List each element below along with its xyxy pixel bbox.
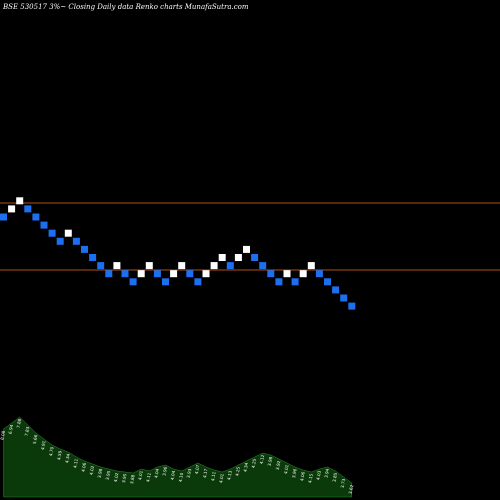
volume-label: 4.03: [315, 470, 322, 480]
renko-brick-down: [105, 270, 113, 278]
renko-brick-down: [291, 278, 299, 286]
volume-label: 4.11: [210, 471, 217, 481]
chart-header: BSE 530517 3%~ Closing Daily data Renko …: [2, 3, 249, 11]
renko-brick-up: [307, 262, 315, 270]
volume-label: 4.12: [259, 454, 266, 464]
volume-label: 3.95: [121, 473, 128, 483]
volume-label: 3.92: [275, 460, 282, 470]
volume-label: 5.66: [32, 434, 39, 444]
volume-label: 4.01: [137, 470, 144, 480]
volume-label: 8.08: [0, 430, 6, 440]
renko-brick-down: [40, 221, 48, 229]
volume-label: 3.98: [267, 456, 274, 466]
renko-brick-up: [145, 262, 153, 270]
volume-label: 4.25: [251, 458, 258, 468]
volume-label: 4.59: [56, 450, 63, 460]
renko-brick-down: [267, 270, 275, 278]
renko-brick-down: [48, 229, 56, 237]
volume-label: 4.01: [218, 473, 225, 483]
volume-label: 3.95: [105, 470, 112, 480]
renko-brick-down: [259, 262, 267, 270]
renko-brick-down: [275, 278, 283, 286]
volume-label: 3.85: [332, 472, 339, 482]
volume-label: 6.94: [8, 424, 15, 434]
renko-brick-down: [97, 262, 105, 270]
renko-brick-down: [121, 270, 129, 278]
volume-label: 3.94: [323, 468, 330, 478]
volume-label: 4.15: [307, 473, 314, 483]
volume-label: 3.96: [161, 466, 168, 476]
renko-brick-down: [186, 270, 194, 278]
renko-brick-down: [0, 213, 7, 221]
renko-brick-down: [56, 237, 64, 245]
renko-brick-up: [243, 245, 250, 253]
volume-label: 4.13: [226, 470, 233, 480]
volume-label: 4.10: [178, 472, 185, 482]
renko-brick-down: [315, 270, 323, 278]
volume-label: 4.01: [283, 464, 290, 474]
volume-label: 3.73: [340, 478, 347, 488]
volume-label: 3.98: [97, 468, 104, 478]
renko-brick-down: [226, 262, 234, 270]
renko-brick-down: [340, 294, 348, 302]
renko-brick-up: [137, 270, 145, 278]
volume-label: 3.62: [348, 484, 355, 494]
renko-brick-down: [32, 213, 40, 221]
volume-label: 4.04: [153, 468, 160, 478]
volume-label: 4.70: [48, 446, 55, 456]
renko-brick-up: [178, 262, 186, 270]
volume-label: 4.34: [64, 453, 71, 463]
renko-brick-up: [299, 270, 307, 278]
renko-brick-up: [210, 262, 218, 270]
volume-label: 4.07: [194, 464, 201, 474]
volume-label: 3.93: [186, 468, 193, 478]
renko-brick-down: [162, 278, 169, 286]
volume-label: 4.11: [145, 472, 152, 482]
volume-label: 4.02: [113, 472, 120, 482]
volume-label: 4.06: [80, 462, 87, 472]
volume-label: 4.17: [202, 468, 209, 478]
volume-label: 4.91: [40, 440, 47, 450]
renko-brick-down: [129, 278, 137, 286]
renko-bricks: [0, 197, 356, 310]
volume-area: [3, 416, 353, 498]
volume-label: 3.96: [291, 468, 298, 478]
volume-label: 4.25: [234, 466, 241, 476]
volume-label: 4.06: [299, 471, 306, 481]
renko-brick-down: [251, 254, 259, 261]
renko-brick-down: [348, 302, 356, 310]
renko-brick-down: [153, 270, 161, 278]
renko-brick-down: [72, 237, 80, 245]
renko-brick-down: [194, 278, 202, 286]
renko-brick-up: [170, 270, 178, 278]
renko-brick-up: [283, 270, 291, 278]
renko-brick-down: [81, 245, 88, 253]
renko-brick-up: [202, 270, 210, 278]
renko-brick-up: [218, 254, 226, 261]
volume-label: 4.04: [170, 470, 177, 480]
volume-label: 4.11: [72, 458, 79, 468]
renko-brick-up: [8, 205, 16, 213]
renko-brick-down: [24, 205, 32, 213]
volume-labels: 8.086.947.887.835.664.914.70 4.59 4.34 4.11…: [0, 418, 354, 494]
renko-brick-up: [113, 262, 121, 270]
volume-label: 4.02: [89, 465, 96, 475]
renko-brick-up: [64, 229, 72, 237]
volume-label: 7.83: [24, 426, 31, 436]
renko-brick-down: [332, 286, 340, 294]
renko-brick-down: [324, 278, 331, 286]
renko-brick-up: [16, 197, 24, 205]
volume-label: 3.88: [129, 474, 136, 484]
renko-brick-up: [234, 254, 242, 261]
volume-label: 4.34: [242, 462, 249, 472]
renko-brick-down: [89, 254, 97, 261]
volume-label: 7.88: [16, 418, 23, 428]
